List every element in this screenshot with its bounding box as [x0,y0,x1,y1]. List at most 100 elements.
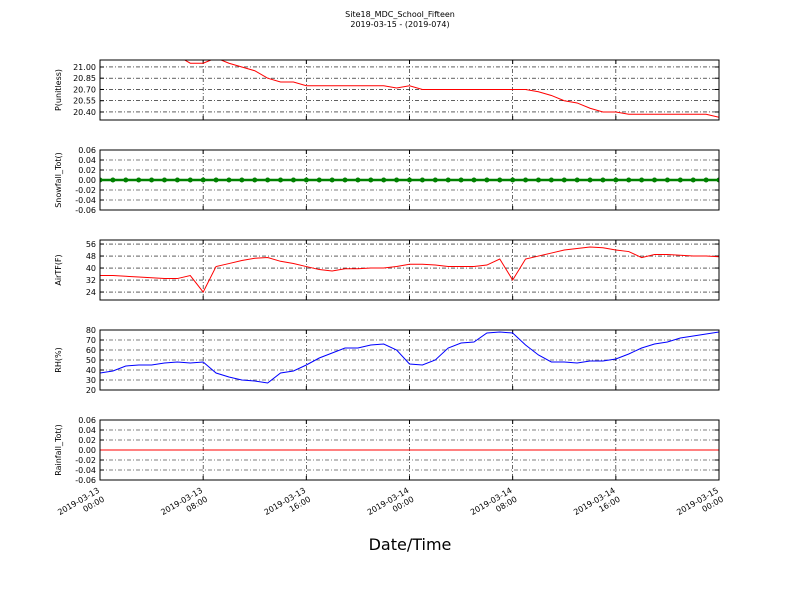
data-point [497,177,503,183]
axes-frame [99,149,720,211]
data-point [510,177,516,183]
data-point [329,177,335,183]
data-point [471,177,477,183]
data-point [200,177,206,183]
data-point [652,177,658,183]
data-point [355,177,361,183]
y-tick-label: 20.55 [73,97,96,106]
data-point [613,177,619,183]
x-tick-label: 2019-03-1308:00 [159,486,209,526]
y-tick-label: -0.02 [75,456,96,465]
plot-area [100,246,719,293]
y-tick-label: -0.06 [75,206,96,215]
data-point [123,177,129,183]
data-point [136,177,142,183]
data-point [342,177,348,183]
y-tick-label: 20.40 [73,108,96,117]
y-axis-label: Rainfall_Tot() [54,424,63,476]
chart-subtitle: 2019-03-15 - (2019-074) [350,20,449,29]
y-tick-label: 0.04 [78,426,96,435]
y-tick-label: 70 [86,336,96,345]
data-point [381,177,387,183]
data-point [213,177,219,183]
data-point [290,177,296,183]
y-tick-label: 56 [86,240,96,249]
y-tick-label: -0.04 [75,196,96,205]
data-point [523,177,529,183]
y-tick-label: -0.04 [75,466,96,475]
y-tick-label: 30 [86,376,96,385]
y-tick-label: 0.04 [78,156,96,165]
y-tick-label: 40 [86,366,96,375]
x-tick-label: 2019-03-1416:00 [572,486,622,526]
y-tick-label: 48 [86,252,96,261]
data-point [394,177,400,183]
plot-area [100,331,719,384]
y-tick-label: 20 [86,386,96,395]
data-point [252,177,258,183]
axes-frame [99,59,720,121]
y-tick-label: 21.00 [73,63,96,72]
y-tick-label: -0.02 [75,186,96,195]
y-axis-label: P(unitless) [54,69,63,111]
y-tick-label: 60 [86,346,96,355]
data-point [316,177,322,183]
plot-area [100,177,719,183]
data-point [110,177,116,183]
y-tick-label: 20.70 [73,85,96,94]
data-point [600,177,606,183]
y-tick-label: 0.02 [78,436,96,445]
y-axis-label: AirTF(F) [54,254,63,285]
data-point [664,177,670,183]
data-point [239,177,245,183]
data-point [587,177,593,183]
data-point [626,177,632,183]
data-point [368,177,374,183]
data-point [278,177,284,183]
y-tick-label: 0.00 [78,176,96,185]
y-tick-label: 32 [86,276,96,285]
data-point [639,177,645,183]
data-point [187,177,193,183]
y-tick-label: 20.85 [73,74,96,83]
data-point [535,177,541,183]
data-line [100,331,719,384]
y-tick-label: 40 [86,264,96,273]
data-point [161,177,167,183]
y-tick-label: -0.06 [75,476,96,485]
data-point [703,177,709,183]
data-point [174,177,180,183]
x-tick-label: 2019-03-1400:00 [366,486,416,526]
data-point [100,177,103,183]
axes-frame [99,419,720,481]
y-axis-label: RH(%) [54,347,63,372]
y-tick-label: 24 [86,288,96,297]
data-point [690,177,696,183]
data-point [303,177,309,183]
x-axis-label: Date/Time [369,535,452,554]
y-tick-label: 0.02 [78,166,96,175]
x-tick-label: 2019-03-1408:00 [469,486,519,526]
data-point [484,177,490,183]
y-tick-label: 0.06 [78,146,96,155]
data-point [432,177,438,183]
y-tick-label: 80 [86,326,96,335]
data-point [445,177,451,183]
data-point [226,177,232,183]
axes-frame [99,239,720,301]
data-point [407,177,412,183]
data-point [265,177,271,183]
data-point [561,177,567,183]
data-point [458,177,464,183]
data-point [677,177,683,183]
chart-title: Site18_MDC_School_Fifteen [345,10,455,19]
x-tick-label: 2019-03-1300:00 [56,486,106,526]
data-point [716,177,719,183]
data-point [419,177,425,183]
data-point [149,177,155,183]
plot-area [183,60,719,118]
y-axis-label: Snowfall_Tot() [54,152,63,208]
y-tick-label: 0.00 [78,446,96,455]
data-line [183,60,719,118]
